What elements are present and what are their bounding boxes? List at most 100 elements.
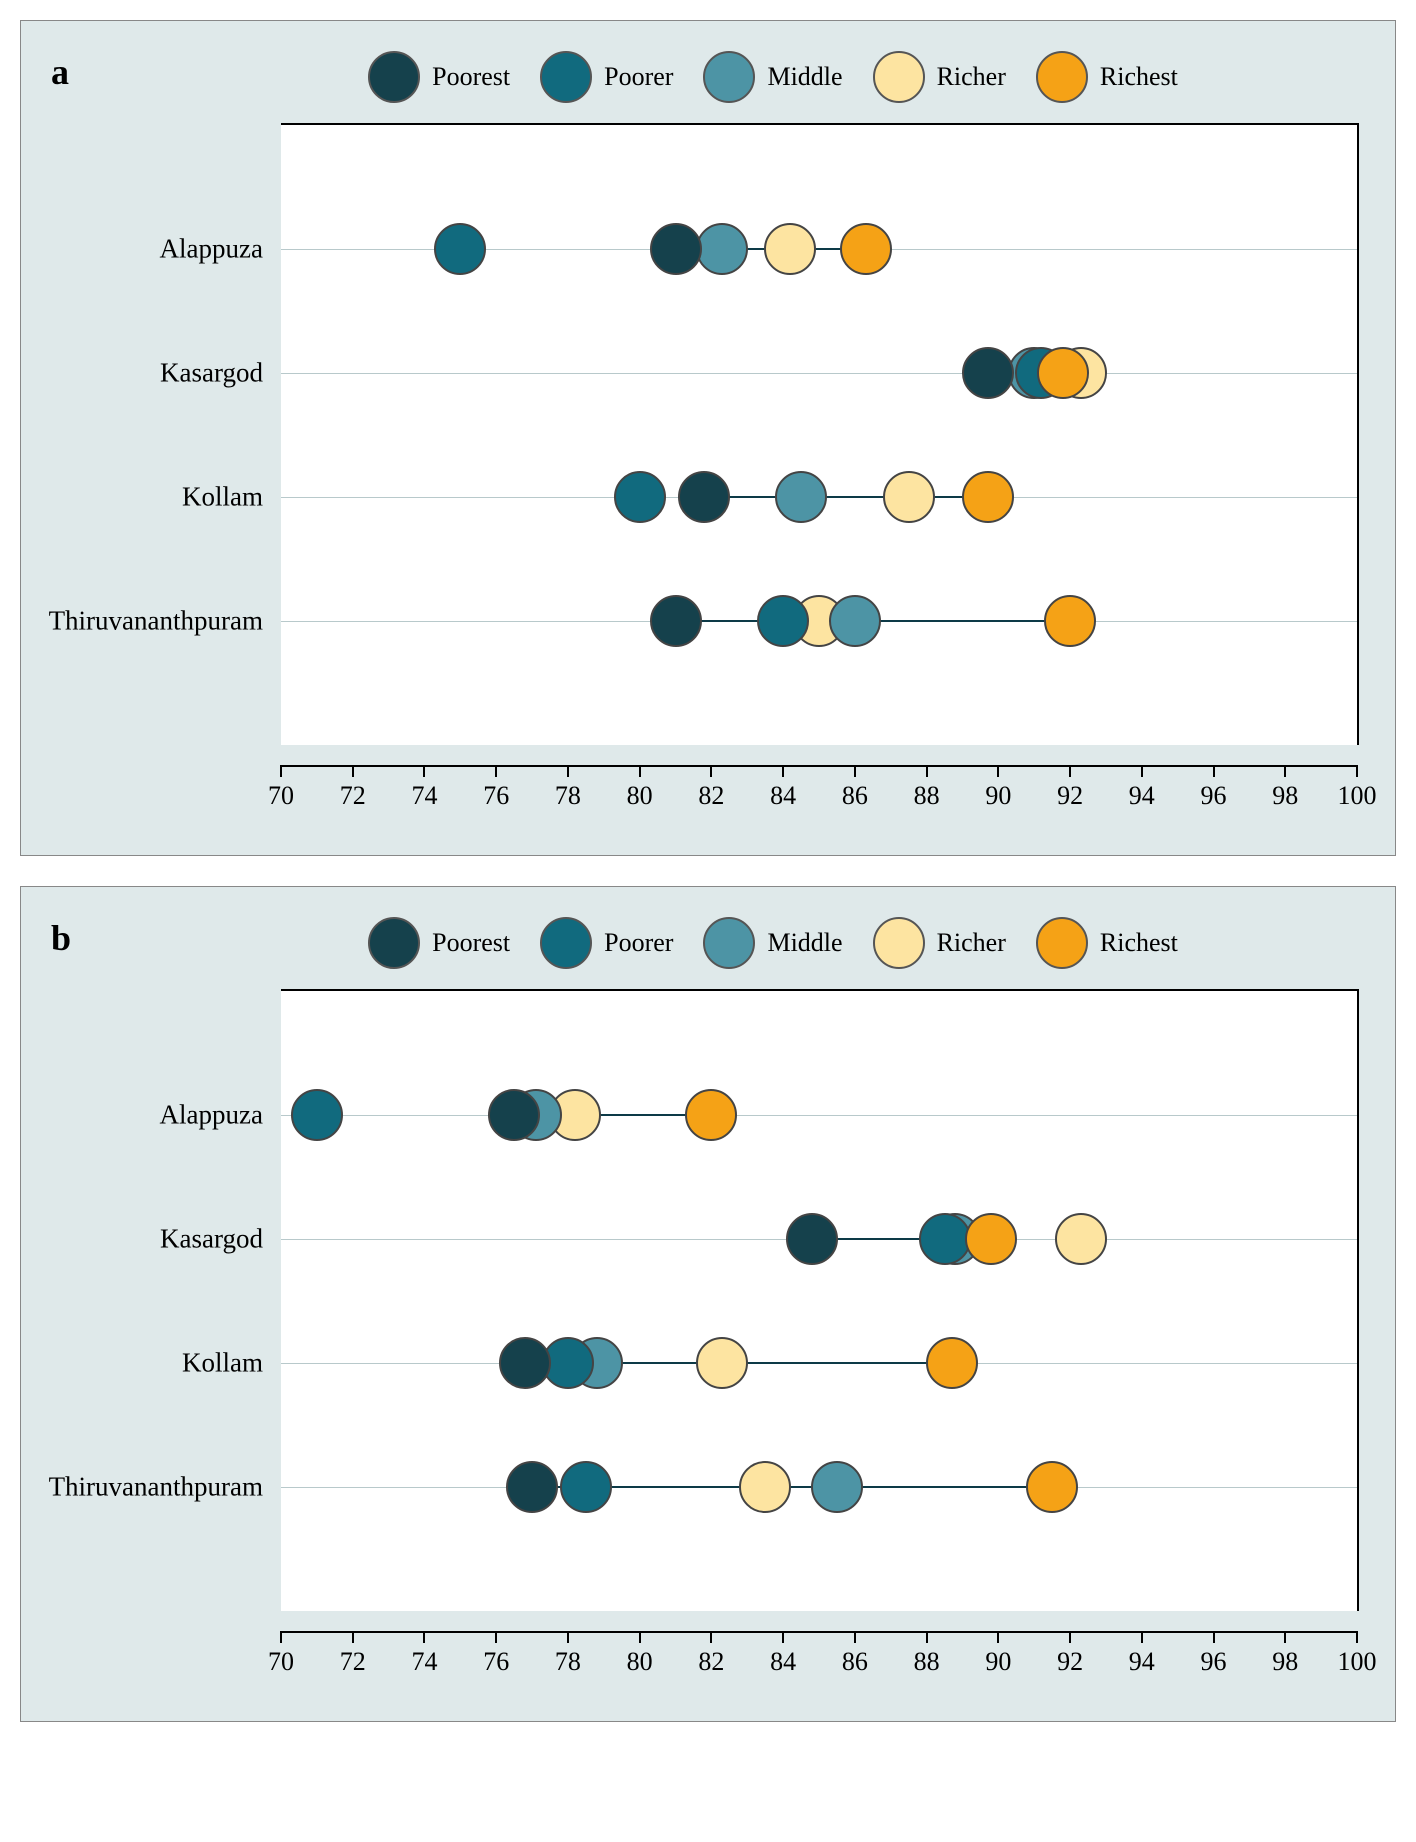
x-axis-label: 98: [1272, 781, 1298, 811]
x-tick: [1356, 1631, 1358, 1643]
y-axis-label: Kollam: [182, 482, 263, 513]
x-axis-label: 94: [1129, 1647, 1155, 1677]
legend: Poorest Poorer Middle Richer Richest: [151, 21, 1395, 123]
marker-poorest: [786, 1213, 838, 1265]
x-tick: [1213, 765, 1215, 777]
x-tick: [639, 1631, 641, 1643]
x-axis-label: 82: [698, 781, 724, 811]
x-axis-label: 80: [627, 781, 653, 811]
plot-area: AlappuzaKasargodKollamThiruvananthpuram: [281, 989, 1359, 1611]
x-axis-label: 98: [1272, 1647, 1298, 1677]
marker-richer: [1055, 1213, 1107, 1265]
x-tick: [352, 765, 354, 777]
x-tick: [997, 765, 999, 777]
marker-richest: [965, 1213, 1017, 1265]
legend-item-middle: Middle: [703, 51, 842, 103]
x-tick: [280, 1631, 282, 1643]
y-axis-label: Alappuza: [160, 234, 263, 265]
legend-item-richer: Richer: [873, 917, 1006, 969]
legend-item-poorer: Poorer: [540, 917, 673, 969]
x-axis-label: 90: [985, 1647, 1011, 1677]
marker-middle: [811, 1461, 863, 1513]
x-tick: [495, 1631, 497, 1643]
x-axis-label: 70: [268, 1647, 294, 1677]
middle-marker-icon: [703, 51, 755, 103]
panel-a: aPoorestPoorerMiddleRicherRichestAlappuz…: [20, 20, 1396, 856]
x-axis-label: 78: [555, 1647, 581, 1677]
x-axis: 707274767880828486889092949698100: [281, 765, 1357, 815]
x-tick: [997, 1631, 999, 1643]
marker-poorest: [506, 1461, 558, 1513]
marker-middle: [775, 471, 827, 523]
panel-label: b: [51, 917, 71, 959]
legend: PoorestPoorerMiddleRicherRichest: [151, 887, 1395, 989]
legend-item-richest: Richest: [1036, 917, 1178, 969]
marker-richest: [1044, 595, 1096, 647]
marker-poorer: [614, 471, 666, 523]
y-axis-label: Kollam: [182, 1348, 263, 1379]
x-tick: [854, 765, 856, 777]
marker-poorest: [488, 1089, 540, 1141]
middle-marker-icon: [703, 917, 755, 969]
x-tick: [926, 1631, 928, 1643]
x-tick: [639, 765, 641, 777]
x-axis-label: 88: [914, 781, 940, 811]
x-tick: [423, 765, 425, 777]
x-tick: [1284, 1631, 1286, 1643]
poorer-marker-icon: [540, 51, 592, 103]
marker-richest: [1037, 347, 1089, 399]
marker-poorest: [650, 595, 702, 647]
marker-richest: [1026, 1461, 1078, 1513]
marker-poorer: [757, 595, 809, 647]
y-axis-label: Kasargod: [160, 1224, 263, 1255]
richest-marker-icon: [1036, 51, 1088, 103]
x-axis-label: 72: [340, 1647, 366, 1677]
y-axis-label: Thiruvananthpuram: [49, 606, 263, 637]
y-axis-label: Kasargod: [160, 358, 263, 389]
x-axis-label: 76: [483, 1647, 509, 1677]
marker-richer: [883, 471, 935, 523]
legend-label: Middle: [767, 62, 842, 92]
legend-item-middle: Middle: [703, 917, 842, 969]
x-tick: [567, 765, 569, 777]
marker-poorest: [499, 1337, 551, 1389]
legend-label: Richest: [1100, 62, 1178, 92]
legend-label: Poorer: [604, 928, 673, 958]
poorest-marker-icon: [368, 917, 420, 969]
x-axis-label: 84: [770, 781, 796, 811]
x-axis-label: 100: [1338, 781, 1377, 811]
x-axis-label: 80: [627, 1647, 653, 1677]
legend-item-richest: Richest: [1036, 51, 1178, 103]
x-tick: [854, 1631, 856, 1643]
x-axis-label: 84: [770, 1647, 796, 1677]
poorer-marker-icon: [540, 917, 592, 969]
x-tick: [1213, 1631, 1215, 1643]
x-axis-label: 76: [483, 781, 509, 811]
x-axis: 707274767880828486889092949698100: [281, 1631, 1357, 1681]
marker-richest: [962, 471, 1014, 523]
richest-marker-icon: [1036, 917, 1088, 969]
x-axis-label: 90: [985, 781, 1011, 811]
x-tick: [352, 1631, 354, 1643]
x-tick: [710, 1631, 712, 1643]
x-tick: [1141, 1631, 1143, 1643]
marker-richer: [696, 1337, 748, 1389]
legend-item-poorest: Poorest: [368, 51, 510, 103]
x-tick: [1356, 765, 1358, 777]
x-axis-label: 92: [1057, 1647, 1083, 1677]
x-axis-label: 72: [340, 781, 366, 811]
legend-label: Richest: [1100, 928, 1178, 958]
x-axis-label: 82: [698, 1647, 724, 1677]
marker-richest: [685, 1089, 737, 1141]
gridline-h: [281, 373, 1357, 374]
marker-poorer: [919, 1213, 971, 1265]
x-axis-label: 74: [411, 1647, 437, 1677]
marker-richer: [764, 223, 816, 275]
legend-label: Richer: [937, 928, 1006, 958]
legend-label: Richer: [937, 62, 1006, 92]
y-axis-label: Thiruvananthpuram: [49, 1472, 263, 1503]
legend-item-poorer: Poorer: [540, 51, 673, 103]
x-axis-label: 78: [555, 781, 581, 811]
marker-middle: [829, 595, 881, 647]
x-tick: [1069, 1631, 1071, 1643]
